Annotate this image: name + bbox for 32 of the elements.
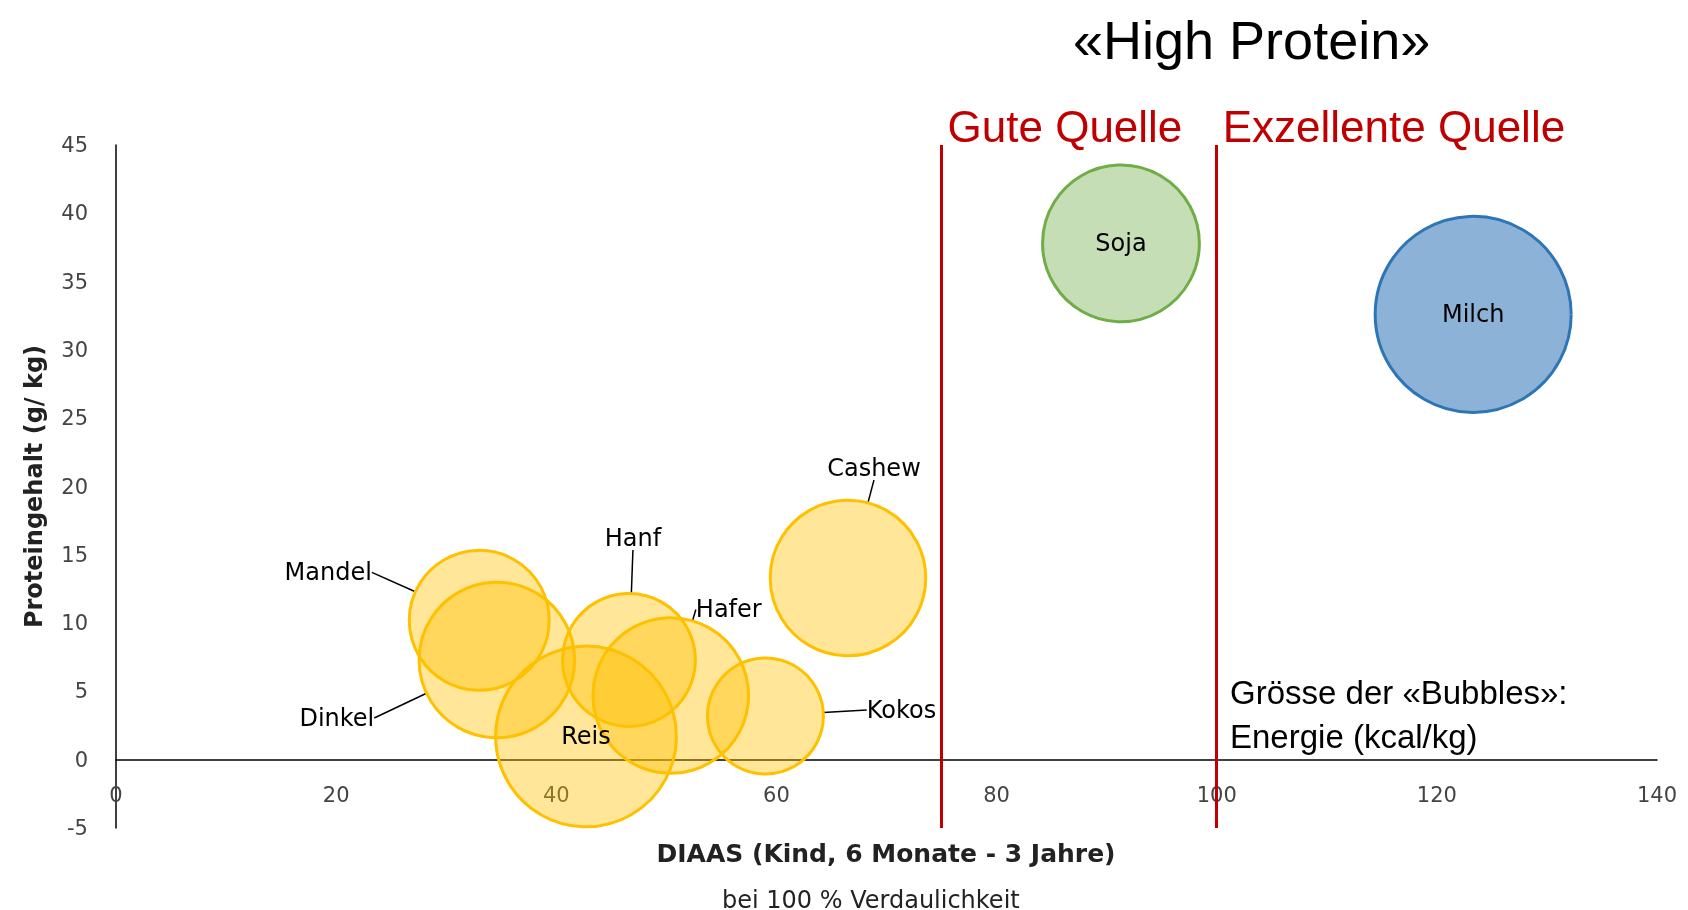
series-label: Soja: [1095, 229, 1147, 258]
x-tick-label: 40: [542, 782, 570, 807]
x-axis-title: DIAAS (Kind, 6 Monate - 3 Jahre): [656, 839, 1116, 868]
y-tick-label: 25: [61, 406, 88, 431]
y-axis-title: Proteingehalt (g/ kg): [20, 344, 48, 629]
y-tick-label: 45: [61, 133, 88, 157]
x-tick-label: 80: [983, 782, 1010, 807]
y-tick-label: 10: [61, 611, 88, 636]
ref-line-label: Gute Quelle: [947, 101, 1183, 151]
y-tick-label: 20: [61, 474, 88, 499]
text: bei 100 % Verdaulichkeit: [722, 886, 1020, 910]
series-label: Cashew: [827, 454, 921, 483]
chart-title: «High Protein»: [1073, 10, 1431, 70]
y-tick-label: 30: [61, 337, 88, 362]
x-tick-label: 60: [763, 782, 790, 807]
annotation: Grösse der «Bubbles»: Energie (kcal/kg): [1230, 673, 1577, 755]
series-label: Hafer: [695, 595, 762, 624]
text: Dinkel: [299, 703, 375, 732]
x-tick-label: 20: [322, 782, 350, 807]
y-tick-label: 15: [61, 542, 88, 567]
series-label: Mandel: [284, 558, 372, 587]
y-tick-label: 40: [61, 201, 88, 226]
y-tick-label: 5: [74, 679, 88, 704]
series-label: Kokos: [866, 695, 937, 724]
x-tick-label: 140: [1636, 782, 1678, 807]
x-tick-label: 120: [1416, 782, 1457, 807]
series-label: Hanf: [604, 523, 662, 552]
y-tick-label: -5: [67, 816, 88, 840]
series-label: Milch: [1441, 300, 1505, 329]
ref-line-label: Exzellente Quelle: [1222, 101, 1566, 151]
y-tick-label: 35: [61, 269, 88, 294]
y-tick-label: 0: [74, 747, 88, 772]
